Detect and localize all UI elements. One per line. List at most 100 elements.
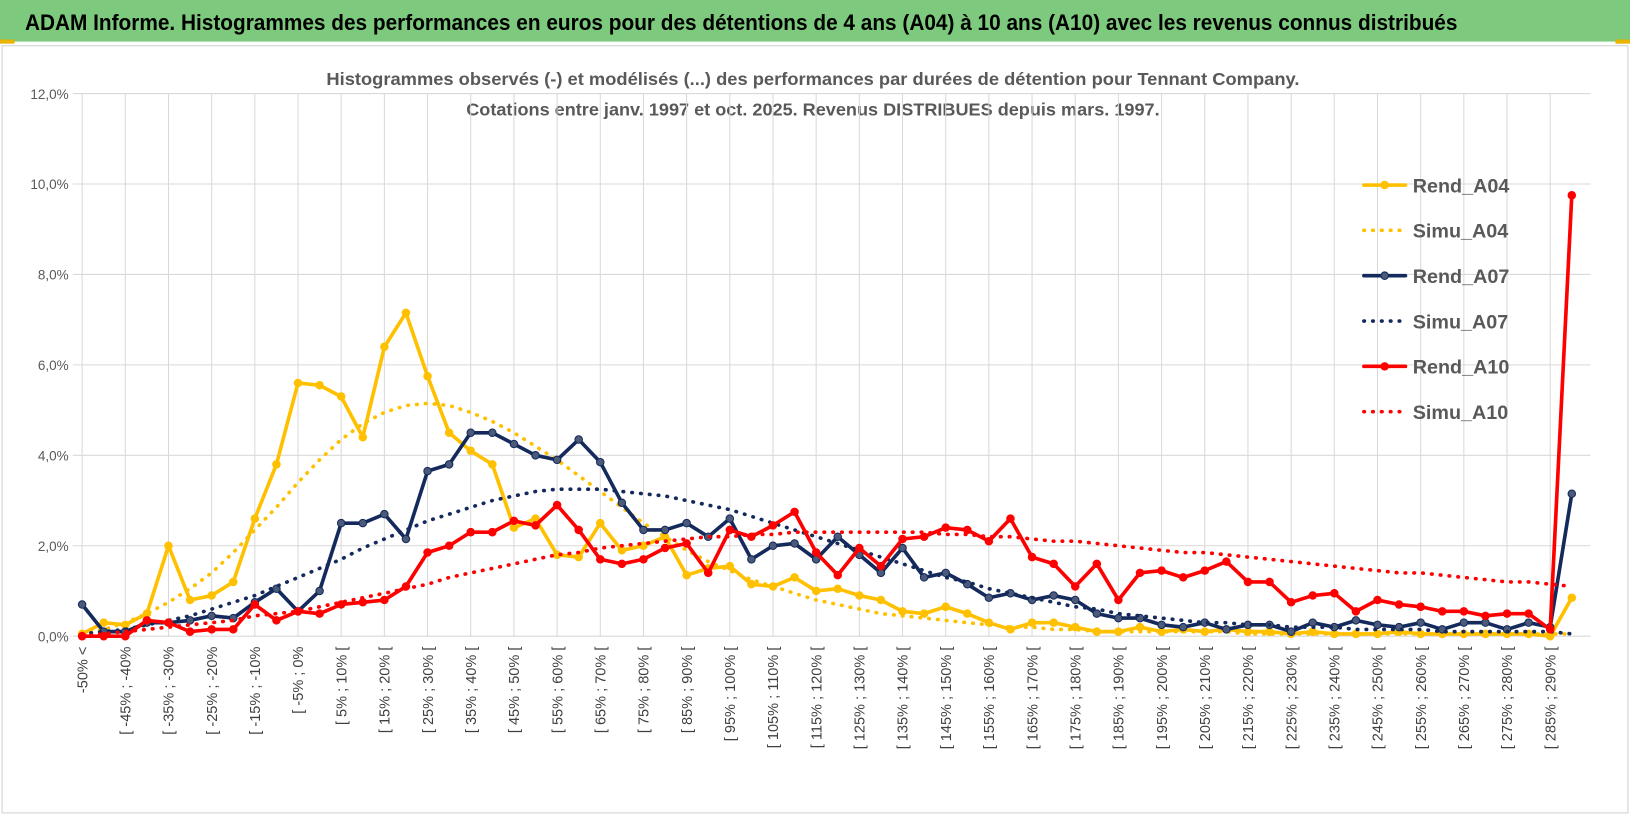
data-point: [228, 577, 238, 587]
data-point: [1049, 559, 1058, 569]
data-point: [833, 584, 843, 593]
header-title: ADAM Informe. Histogrammes des performan…: [25, 10, 1457, 35]
legend-label: Rend_A10: [1413, 357, 1510, 379]
x-tick-label: [ 245% ; 250% [: [1371, 647, 1387, 750]
data-point: [1416, 602, 1425, 612]
data-point: [1027, 618, 1037, 627]
x-tick-label: [ 215% ; 220% [: [1241, 647, 1257, 750]
data-point: [639, 525, 648, 535]
data-point: [876, 595, 886, 605]
data-point: [725, 525, 735, 535]
data-point: [250, 514, 260, 523]
data-point: [898, 543, 907, 553]
data-point: [703, 568, 713, 578]
legend-label: Simu_A04: [1413, 221, 1509, 243]
data-point: [984, 593, 994, 603]
x-tick-label: [ 5% ; 10% [: [334, 647, 350, 725]
data-point: [682, 539, 691, 548]
data-point: [919, 573, 929, 582]
legend-marker: [1380, 271, 1389, 280]
data-point: [574, 552, 583, 562]
data-point: [250, 600, 260, 609]
data-point: [228, 625, 238, 634]
data-point: [1200, 566, 1210, 575]
data-point: [121, 631, 130, 641]
data-point: [207, 591, 216, 600]
data-point: [164, 541, 173, 551]
data-point: [1524, 609, 1533, 618]
data-point: [1135, 568, 1145, 578]
y-tick-label: 8,0%: [38, 268, 69, 283]
data-point: [855, 591, 864, 600]
x-tick-label: [ 285% ; 290% [: [1543, 647, 1559, 750]
data-point: [552, 500, 562, 510]
data-point: [1135, 622, 1145, 632]
data-point: [747, 555, 756, 564]
data-point: [1092, 559, 1102, 569]
data-point: [444, 541, 454, 551]
data-point: [1006, 514, 1015, 523]
x-tick-label: [ 45% ; 50% [: [507, 647, 523, 734]
data-point: [315, 586, 324, 596]
data-point: [185, 616, 195, 625]
data-point: [1394, 600, 1404, 609]
data-point: [725, 514, 735, 523]
data-point: [207, 611, 216, 621]
x-tick-label: [ 85% ; 90% [: [680, 647, 696, 734]
x-tick-label: [ -35% ; -30%: [162, 647, 178, 735]
data-point: [185, 595, 195, 605]
data-point: [963, 609, 972, 618]
data-point: [811, 586, 821, 596]
data-point: [617, 546, 627, 555]
x-tick-label: [ 25% ; 30% [: [421, 647, 437, 734]
data-point: [790, 507, 799, 517]
x-tick-label: [ 265% ; 270% [: [1457, 647, 1473, 750]
data-point: [1459, 607, 1469, 616]
data-point: [1265, 577, 1274, 587]
data-point: [380, 595, 389, 605]
data-point: [358, 598, 368, 607]
data-point: [293, 378, 303, 388]
series-line: [80, 311, 1574, 639]
data-point: [466, 446, 475, 456]
data-point: [1286, 627, 1296, 636]
x-tick-label: [ 235% ; 240% [: [1328, 647, 1344, 750]
data-point: [682, 570, 691, 580]
legend-label: Rend_A04: [1413, 175, 1510, 197]
data-point: [336, 392, 346, 401]
x-tick-label: [ 35% ; 40% [: [464, 647, 480, 734]
x-tick-label: [ 115% ; 120% [: [809, 647, 825, 749]
data-point: [1070, 582, 1080, 591]
data-point: [1049, 591, 1058, 600]
data-point: [660, 543, 670, 553]
data-point: [423, 371, 432, 381]
x-tick-label: [ 105% ; 110% [: [766, 647, 782, 749]
chart-border: [1, 45, 1629, 814]
data-point: [855, 543, 864, 553]
data-point: [617, 498, 627, 508]
data-point: [207, 625, 216, 634]
x-tick-label: [ 135% ; 140% [: [896, 647, 912, 750]
data-point: [639, 555, 648, 564]
x-tick-label: [ 165% ; 170% [: [1025, 647, 1041, 750]
chart-title: Histogrammes observés (-) et modélisés (…: [326, 69, 1299, 89]
corner-accent: [1615, 39, 1630, 44]
data-point: [1373, 595, 1382, 605]
header-bar: [0, 0, 1630, 42]
data-point: [444, 428, 454, 437]
x-tick-label: [ 95% ; 100% [: [723, 647, 739, 742]
x-tick-label: [ 275% ; 280% [: [1500, 647, 1516, 750]
data-point: [596, 518, 605, 528]
x-tick-label: [ 255% ; 260% [: [1414, 647, 1430, 750]
legend-label: Simu_A07: [1413, 311, 1509, 333]
x-tick-label: [ 65% ; 70% [: [593, 647, 609, 734]
legend-marker: [1380, 180, 1389, 190]
data-point: [596, 457, 605, 467]
x-tick-label: [ 185% ; 190% [: [1112, 647, 1128, 750]
data-point: [833, 532, 843, 541]
data-point: [1567, 593, 1577, 603]
data-point: [1524, 618, 1533, 627]
data-point: [358, 432, 368, 442]
